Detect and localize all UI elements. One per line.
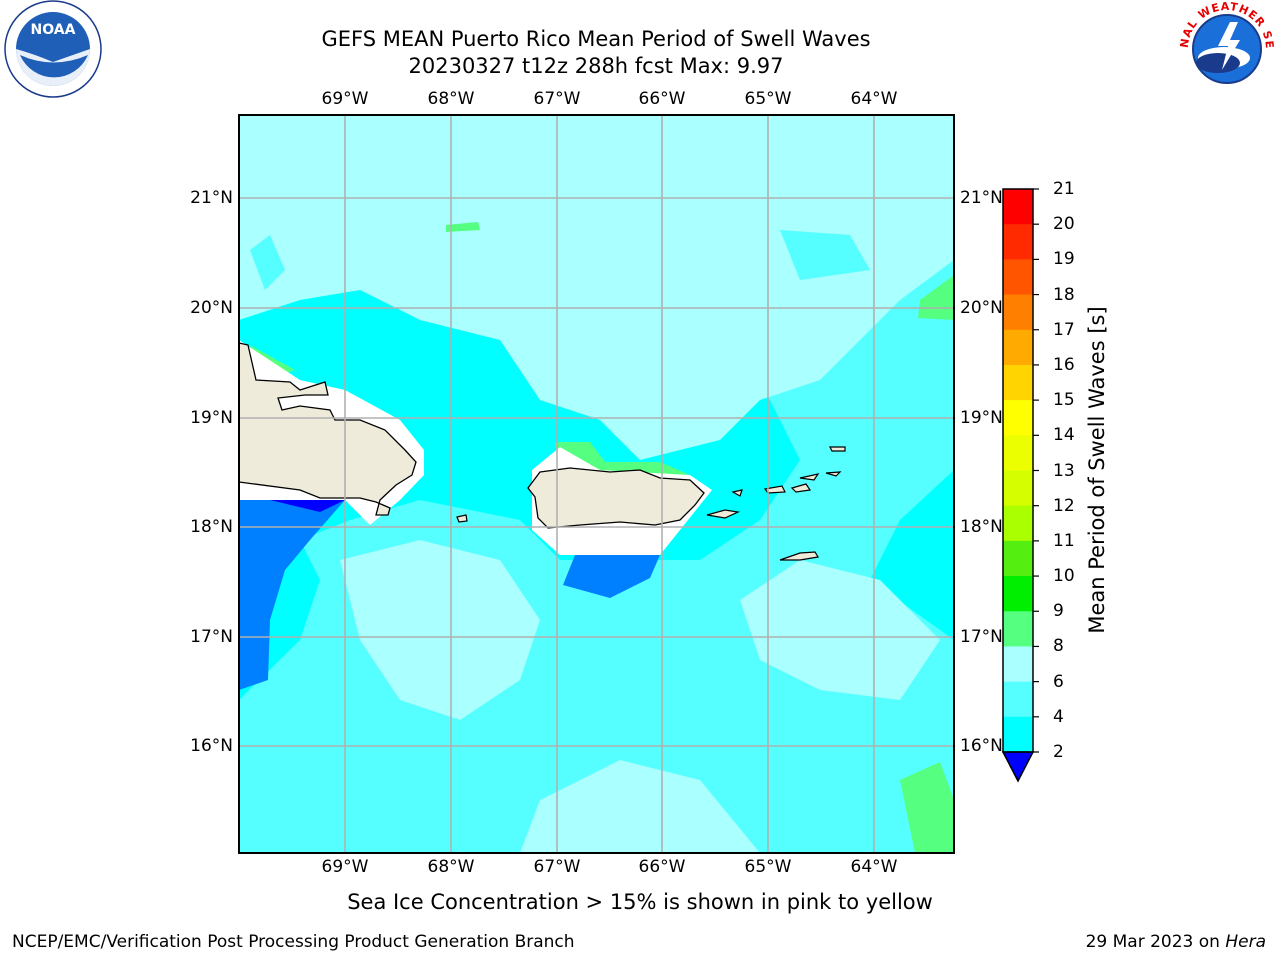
swell-band-lt2 <box>270 500 345 512</box>
swell-band-6-8-patch <box>250 235 285 290</box>
lat-label-right: 17°N <box>960 627 1003 647</box>
lat-label-left: 18°N <box>190 517 233 537</box>
lat-label-left: 20°N <box>190 298 233 318</box>
colorbar-label: Mean Period of Swell Waves [s] <box>1085 306 1109 634</box>
colorbar-segment <box>1003 505 1033 542</box>
lat-label-left: 21°N <box>190 188 233 208</box>
colorbar-tick-label: 13 <box>1053 460 1075 481</box>
land-virgin-islands <box>763 471 842 494</box>
colorbar-segment <box>1003 576 1033 612</box>
colorbar-tick-label: 12 <box>1053 495 1075 516</box>
land-vieques <box>706 509 741 519</box>
lon-label-bottom: 65°W <box>744 857 792 877</box>
swell-band-9-10-se <box>900 762 954 853</box>
swell-band-8-9-se <box>520 760 760 853</box>
footer-date: 29 Mar 2023 on Hera <box>1086 932 1266 952</box>
swell-band-2-4-pr <box>563 555 660 598</box>
lat-label-left: 17°N <box>190 627 233 647</box>
lat-label-right: 16°N <box>960 736 1003 756</box>
noaa-logo-text: NOAA <box>31 22 76 38</box>
lat-label-left: 16°N <box>190 736 233 756</box>
sea-ice-note: Sea Ice Concentration > 15% is shown in … <box>0 890 1280 914</box>
map-title-line2: 20230327 t12z 288h fcst Max: 9.97 <box>408 54 784 78</box>
swell-band-2-4 <box>239 500 345 690</box>
colorbar-segment <box>1003 716 1033 753</box>
colorbar-segment <box>1003 224 1033 260</box>
lon-label-top: 66°W <box>638 89 686 109</box>
grid-lines <box>239 115 954 853</box>
colorbar-tick-label: 2 <box>1053 742 1064 762</box>
colorbar-tick-label: 17 <box>1053 319 1075 340</box>
colorbar-tick-label: 11 <box>1053 530 1075 551</box>
footer-date-text: 29 Mar 2023 on <box>1085 932 1226 952</box>
swell-band-8-9-east <box>740 560 940 700</box>
colorbar-tick-label: 10 <box>1053 566 1075 587</box>
colorbar-tick-label: 15 <box>1053 390 1075 411</box>
colorbar-segment <box>1003 400 1033 436</box>
land-anegada <box>829 446 846 452</box>
colorbar-tick-label: 21 <box>1053 179 1075 199</box>
colorbar-segment <box>1003 611 1033 647</box>
colorbar-tick-label: 16 <box>1053 354 1075 375</box>
map-title-line1: GEFS MEAN Puerto Rico Mean Period of Swe… <box>321 27 871 51</box>
colorbar-tick-label: 8 <box>1053 636 1064 657</box>
colorbar-segment <box>1003 364 1033 401</box>
colorbar-segment <box>1003 259 1033 296</box>
lat-label-right: 18°N <box>960 517 1003 537</box>
colorbar-tick-label: 9 <box>1053 601 1064 622</box>
lon-label-top: 69°W <box>321 89 369 109</box>
lat-label-right: 20°N <box>960 298 1003 318</box>
swell-band-8-9-south <box>340 540 540 720</box>
colorbar-segment <box>1003 681 1033 718</box>
land-hispaniola <box>239 342 417 516</box>
swell-band-8-9 <box>239 115 954 460</box>
colorbar-tick-label: 20 <box>1053 214 1075 235</box>
footer-branch: NCEP/EMC/Verification Post Processing Pr… <box>12 932 575 952</box>
lon-label-bottom: 64°W <box>850 857 898 877</box>
lon-label-bottom: 69°W <box>321 857 369 877</box>
nws-logo: NATIONAL WEATHER SERVICE <box>1178 0 1275 96</box>
colorbar-tick-label: 19 <box>1053 249 1075 270</box>
colorbar-segment <box>1003 435 1033 471</box>
colorbar-segment <box>1003 470 1033 507</box>
lon-label-bottom: 66°W <box>638 857 686 877</box>
land-mona-island <box>456 514 468 523</box>
map-frame <box>238 114 955 854</box>
lon-label-top: 64°W <box>850 89 898 109</box>
lat-label-left: 19°N <box>190 408 233 428</box>
colorbar-segment <box>1003 329 1033 366</box>
swell-band-9-10 <box>446 222 480 232</box>
colorbar-extend-arrow <box>1001 751 1035 783</box>
lon-label-top: 65°W <box>744 89 792 109</box>
sea-ice-note-text: Sea Ice Concentration > 15% is shown in … <box>347 890 933 914</box>
lon-label-bottom: 67°W <box>533 857 581 877</box>
colorbar-tick-label: 6 <box>1053 671 1064 692</box>
lon-label-bottom: 68°W <box>427 857 475 877</box>
lon-label-top: 67°W <box>533 89 581 109</box>
land-puerto-rico <box>527 467 705 529</box>
colorbar-segment <box>1003 646 1033 683</box>
colorbar-segment <box>1003 540 1033 577</box>
noaa-logo: NOAA <box>4 0 102 98</box>
footer-host: Hera <box>1225 932 1266 952</box>
colorbar-segment <box>1003 189 1033 225</box>
colorbar-tick-label: 14 <box>1053 425 1075 446</box>
land-st-croix <box>779 551 819 561</box>
colorbar-tick-label: 4 <box>1053 706 1064 727</box>
land-culebra <box>731 489 743 497</box>
swell-band-6-8-patch2 <box>780 230 870 280</box>
colorbar-tick-label: 18 <box>1053 284 1075 305</box>
lat-label-right: 19°N <box>960 408 1003 428</box>
lon-label-top: 68°W <box>427 89 475 109</box>
colorbar-segment <box>1003 294 1033 331</box>
lat-label-right: 21°N <box>960 188 1003 208</box>
